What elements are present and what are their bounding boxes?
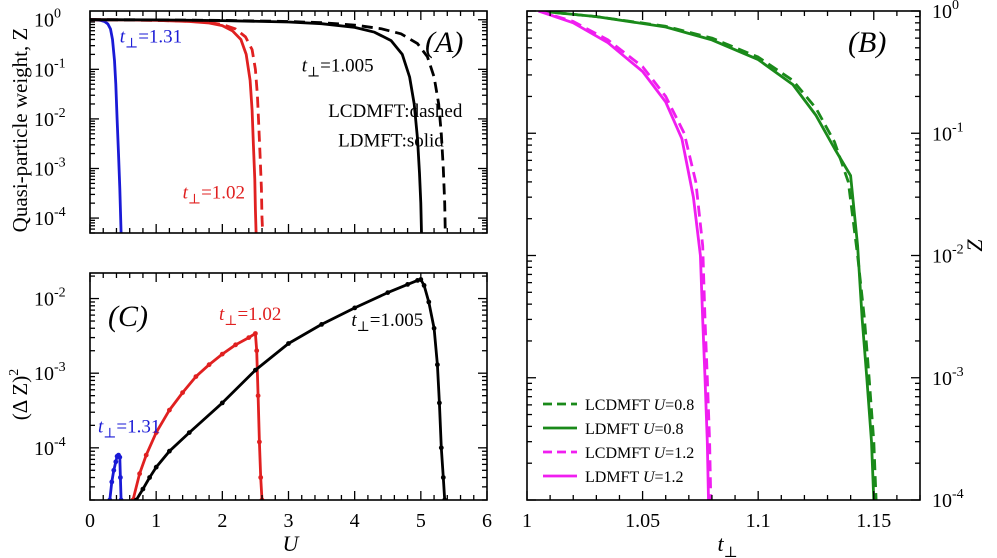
series-group [538, 11, 878, 500]
y-tick-label: 10-4 [932, 487, 964, 512]
data-point [426, 299, 432, 305]
legend-entry: LCDMFT U=1.2 [585, 445, 694, 462]
data-point [153, 430, 159, 435]
y-axis-title: Quasi-particle weight, Z [8, 28, 32, 233]
legend-entry: LCDMFT U=0.8 [585, 397, 694, 414]
data-point [206, 362, 212, 368]
data-point [253, 367, 258, 373]
annotation-t131: t⊥=1.31 [120, 26, 182, 51]
plot-frame [89, 272, 488, 501]
data-point [109, 479, 115, 485]
data-point [137, 471, 143, 477]
y-tick-label: 10-4 [34, 205, 66, 230]
x-tick-label: 1.1 [746, 510, 771, 532]
data-point [113, 459, 119, 465]
series-line-a-1 [90, 18, 265, 233]
y-tick-label: 10-2 [34, 286, 66, 311]
panel-b-chart: 100 10-1 10-2 10-3 10-4 1 1.05 1.1 1.15 (B) LCDMFT… [522, 0, 987, 558]
data-point [167, 448, 172, 454]
y-tick-label: 10-2 [932, 243, 964, 268]
data-point [180, 390, 186, 395]
panel-a-chart: 100 10-1 10-2 10-3 10-4 (A) t⊥=1.31 t⊥=1.02 t⊥=1… [8, 7, 488, 234]
x-axis-title: t⊥ [718, 531, 738, 558]
annotation-t102: t⊥=1.02 [183, 182, 245, 207]
x-tick-label: 2 [217, 510, 227, 532]
annotation-c102: t⊥=1.02 [219, 304, 281, 329]
annotation-c1005: t⊥=1.005 [351, 310, 423, 335]
x-axis-title: U [283, 531, 301, 556]
series-line-b-1 [538, 11, 876, 500]
series-line-b-0 [538, 11, 878, 500]
legend-entry: LDMFT U=1.2 [585, 469, 684, 486]
series-group [90, 18, 447, 233]
data-point [253, 331, 258, 336]
x-tick-label: 0 [85, 510, 95, 532]
y-tick-label: 10-3 [932, 365, 964, 390]
series-line-b-2 [538, 11, 713, 500]
annotation-t1005: t⊥=1.005 [302, 56, 374, 81]
data-point [435, 362, 440, 368]
data-point [167, 407, 172, 413]
data-point [431, 325, 437, 331]
y-tick-label: 10-1 [34, 56, 66, 81]
data-point [286, 341, 291, 346]
x-tick-label: 6 [482, 510, 492, 532]
y-tick-label: 100 [932, 0, 959, 23]
annotation-legend1: LCDMFT:dashed [328, 101, 463, 122]
series-group [107, 277, 448, 500]
data-point [147, 475, 153, 480]
data-point [437, 400, 442, 406]
series-line-b-3 [538, 11, 710, 500]
data-point [193, 374, 199, 379]
data-point [254, 348, 260, 354]
y-tick-label: 10-3 [34, 360, 66, 385]
series-line-a-3 [90, 18, 447, 233]
panel-c-chart: 10-2 10-3 10-4 0 1 2 3 4 5 6 (C) t⊥=1.31 t⊥=1.02 t⊥=1… [7, 272, 492, 556]
x-tick-label: 3 [284, 510, 294, 532]
data-point [405, 282, 410, 287]
x-tick-label: 1.15 [856, 510, 891, 532]
data-point [246, 335, 252, 340]
annotation-c131: t⊥=1.31 [98, 417, 160, 442]
y-axis-title: (Δ Z)2 [7, 369, 32, 420]
data-point [118, 475, 123, 480]
x-tick-label: 1 [522, 510, 532, 532]
y-axis-title: Z [962, 239, 987, 252]
y-tick-label: 10-3 [34, 155, 66, 180]
legend-entry: LDMFT U=0.8 [585, 421, 684, 438]
data-point [143, 452, 149, 458]
y-tick-label: 10-2 [34, 106, 66, 131]
annotation-legend2: LDMFT:solid [338, 130, 444, 151]
data-point [219, 400, 225, 406]
y-tick-label: 10-1 [932, 120, 964, 145]
data-point [255, 393, 261, 399]
data-point [219, 351, 225, 357]
data-point [186, 430, 192, 435]
data-point [438, 445, 444, 451]
data-point [153, 464, 159, 470]
panel-label: (C) [108, 300, 148, 333]
data-point [258, 475, 264, 480]
panel-label: (A) [425, 26, 463, 59]
data-point [233, 342, 239, 348]
data-point [140, 486, 146, 492]
data-point [111, 467, 117, 473]
data-point [440, 475, 446, 480]
x-tick-label: 1 [151, 510, 161, 532]
data-point [319, 322, 324, 327]
series-line-a-4 [90, 18, 423, 233]
y-tick-label: 100 [34, 7, 61, 32]
data-point [385, 290, 391, 295]
data-point [117, 454, 123, 460]
data-point [421, 283, 427, 288]
panel-label: (B) [848, 26, 886, 59]
x-tick-label: 1.05 [625, 510, 660, 532]
x-tick-label: 5 [416, 510, 426, 532]
x-tick-label: 4 [350, 510, 360, 532]
y-tick-label: 10-4 [34, 435, 66, 460]
data-point [352, 305, 358, 311]
data-point [257, 439, 262, 445]
